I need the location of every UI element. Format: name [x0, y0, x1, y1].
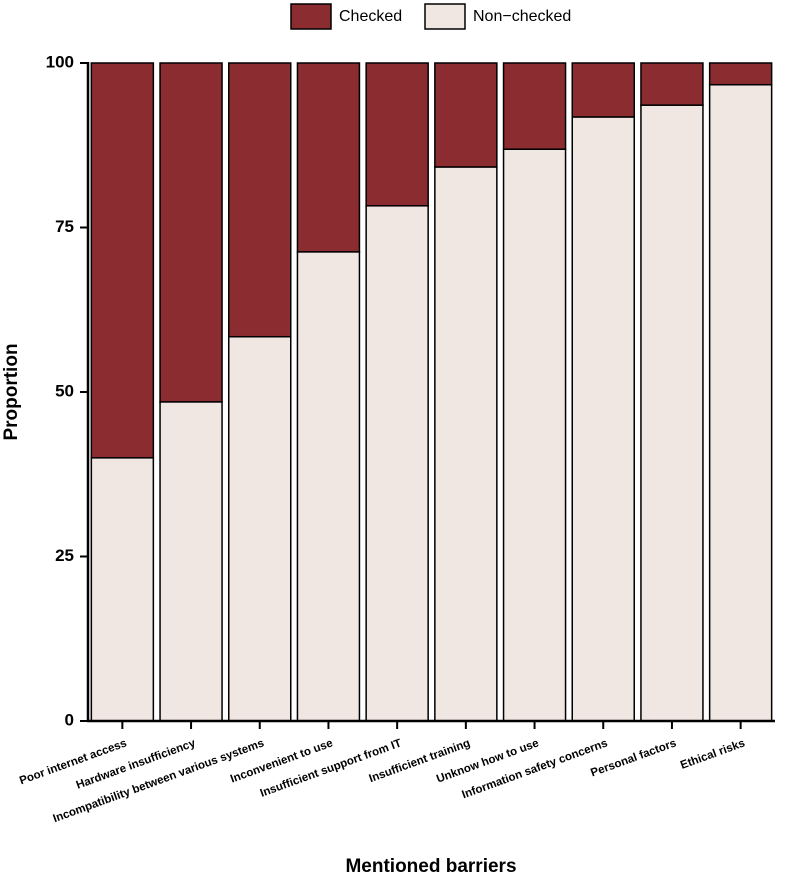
bar-segment [90, 457, 155, 722]
bar-segment [708, 83, 773, 722]
bar-segment [640, 62, 704, 106]
bar-segment [708, 62, 773, 86]
bar-segment [90, 62, 155, 459]
bar-segment [571, 62, 635, 118]
bar-segment [434, 166, 498, 722]
bar-segment [502, 148, 567, 722]
bar-segment [228, 62, 292, 338]
bar-segment [502, 62, 567, 150]
bar-segment [296, 62, 361, 253]
y-axis-title: Proportion [1, 343, 22, 440]
bar-segment [228, 335, 292, 722]
bar-segment [296, 251, 361, 722]
bar-segment [159, 62, 223, 403]
x-tick-label: Ethical risks [679, 737, 747, 771]
legend-label: Checked [339, 8, 402, 25]
y-tick-label: 100 [46, 52, 74, 71]
y-tick-label: 25 [55, 546, 74, 565]
bar-segment [640, 104, 704, 722]
bar-segment [571, 116, 635, 722]
legend-swatch [290, 3, 332, 30]
y-tick-label: 0 [65, 710, 74, 729]
bar-segment [365, 205, 429, 722]
legend-label: Non−checked [473, 8, 571, 25]
bar-segment [434, 62, 498, 168]
bar-segment [159, 401, 223, 722]
x-tick-label: Poor internet access [18, 737, 128, 787]
y-tick-label: 75 [55, 217, 74, 236]
y-tick-label: 50 [55, 381, 74, 400]
bar-segment [365, 62, 429, 207]
x-axis-title: Mentioned barriers [345, 856, 516, 877]
legend-swatch [424, 3, 466, 30]
